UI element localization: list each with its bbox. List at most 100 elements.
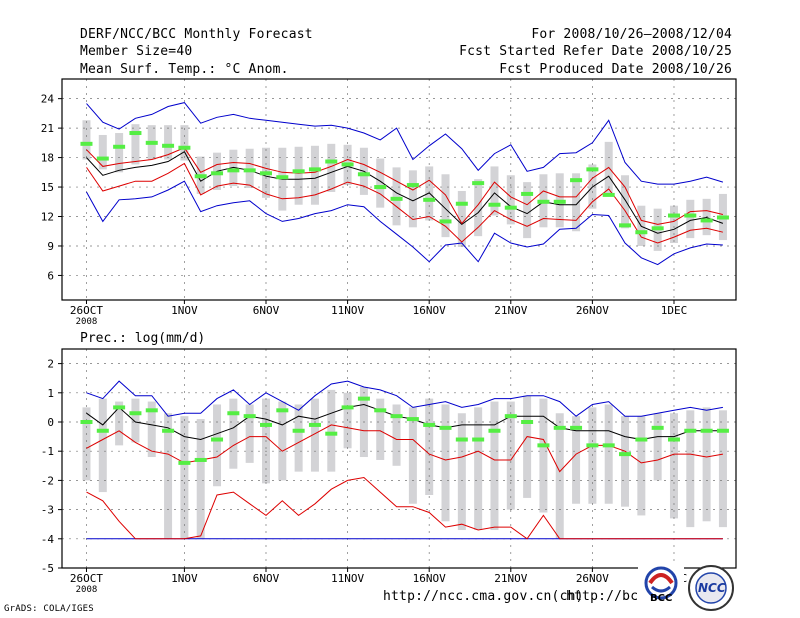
- median-marker: [553, 199, 566, 204]
- spread-box: [539, 398, 548, 513]
- y-tick-label: 2: [47, 358, 54, 371]
- x-tick-label: 21NOV: [494, 572, 527, 585]
- median-marker: [619, 223, 632, 228]
- spread-box: [229, 398, 238, 469]
- x-tick-label: 6NOV: [253, 304, 280, 317]
- median-marker: [178, 145, 191, 150]
- y-tick-label: 12: [41, 211, 54, 224]
- spread-box: [327, 143, 336, 192]
- y-tick-label: -4: [41, 533, 55, 546]
- series-line-max: [86, 102, 724, 185]
- y-tick-label: 18: [41, 152, 54, 165]
- y-tick-label: -3: [41, 504, 54, 517]
- spread-box: [490, 166, 499, 216]
- median-marker: [521, 420, 534, 424]
- panel-title: Prec.: log(mm/d): [80, 331, 205, 346]
- median-marker: [423, 197, 436, 202]
- plot-frame: [61, 348, 737, 569]
- median-marker: [308, 167, 321, 172]
- variable-label: Mean Surf. Temp.: °C Anom.: [80, 62, 289, 77]
- median-marker: [276, 408, 289, 413]
- spread-box: [98, 134, 107, 170]
- median-marker: [667, 213, 680, 218]
- median-marker: [341, 405, 354, 410]
- x-year-label: 2008: [76, 317, 98, 327]
- median-marker: [113, 144, 126, 149]
- spread-box: [294, 404, 303, 472]
- spread-box: [523, 395, 532, 498]
- median-marker: [129, 131, 142, 136]
- spread-box: [164, 125, 173, 160]
- y-tick-label: 6: [47, 269, 54, 282]
- median-marker: [341, 162, 354, 167]
- median-marker: [129, 411, 142, 416]
- spread-box: [653, 413, 662, 481]
- median-marker: [716, 428, 729, 433]
- median-marker: [472, 437, 485, 442]
- spread-box: [408, 170, 417, 228]
- median-marker: [537, 443, 550, 448]
- median-marker: [227, 411, 240, 416]
- median-marker: [80, 420, 93, 424]
- ncc-logo-text: NCC: [698, 581, 726, 595]
- spread-box: [327, 389, 336, 472]
- median-marker: [570, 425, 583, 430]
- median-marker: [504, 205, 517, 210]
- median-marker: [113, 405, 126, 410]
- spread-box: [82, 407, 91, 481]
- median-marker: [243, 414, 256, 419]
- median-marker: [700, 428, 713, 433]
- median-marker: [602, 192, 615, 197]
- median-marker: [162, 143, 175, 148]
- spread-box: [245, 404, 254, 463]
- x-tick-label: 26OCT: [70, 572, 103, 585]
- median-marker: [521, 191, 534, 196]
- median-marker: [80, 141, 93, 146]
- spread-box: [474, 407, 483, 531]
- series-line-mean: [86, 403, 723, 441]
- ncc-logo-graphic: [688, 565, 734, 611]
- spread-box: [196, 419, 205, 539]
- spread-box: [376, 158, 385, 208]
- spread-box: [572, 416, 581, 504]
- spread-box: [457, 190, 466, 247]
- median-marker: [243, 168, 256, 173]
- plot-frame: [61, 78, 737, 301]
- x-tick-label: 26NOV: [576, 304, 609, 317]
- median-marker: [211, 171, 224, 176]
- median-marker: [635, 437, 648, 442]
- median-marker: [308, 422, 321, 427]
- spread-box: [604, 404, 613, 504]
- median-marker: [635, 230, 648, 235]
- median-marker: [292, 428, 305, 433]
- spread-box: [310, 398, 319, 472]
- median-marker: [194, 174, 207, 179]
- x-tick-label: 6NOV: [253, 572, 280, 585]
- spread-box: [98, 398, 107, 493]
- y-tick-label: 24: [41, 93, 55, 106]
- spread-box: [131, 398, 140, 443]
- median-marker: [586, 443, 599, 448]
- spread-box: [669, 413, 678, 519]
- spread-box: [278, 401, 287, 481]
- median-marker: [162, 428, 175, 433]
- median-marker: [259, 422, 272, 427]
- series-line-mean-minus-std: [86, 162, 724, 244]
- spread-box: [376, 398, 385, 460]
- y-tick-label: 15: [41, 181, 54, 194]
- x-tick-label: 1NOV: [171, 304, 198, 317]
- y-tick-label: 1: [47, 387, 54, 400]
- spread-box: [82, 120, 91, 160]
- median-marker: [439, 219, 452, 224]
- median-marker: [619, 452, 632, 457]
- bcc-logo-text: BCC: [650, 593, 673, 604]
- x-tick-label: 16NOV: [413, 572, 446, 585]
- spread-box: [572, 173, 581, 232]
- spread-box: [392, 404, 401, 466]
- median-marker: [488, 428, 501, 433]
- spread-box: [474, 179, 483, 237]
- spread-box: [115, 133, 124, 173]
- panel-precipitation: -5 -4 -3 -2 -1 0 1 2 26OCT 1NOV 6NOV 11NOV 16NOV 21NO…: [41, 331, 737, 595]
- url-ncc-ch[interactable]: http://ncc.cma.gov.cn(ch): [383, 589, 584, 604]
